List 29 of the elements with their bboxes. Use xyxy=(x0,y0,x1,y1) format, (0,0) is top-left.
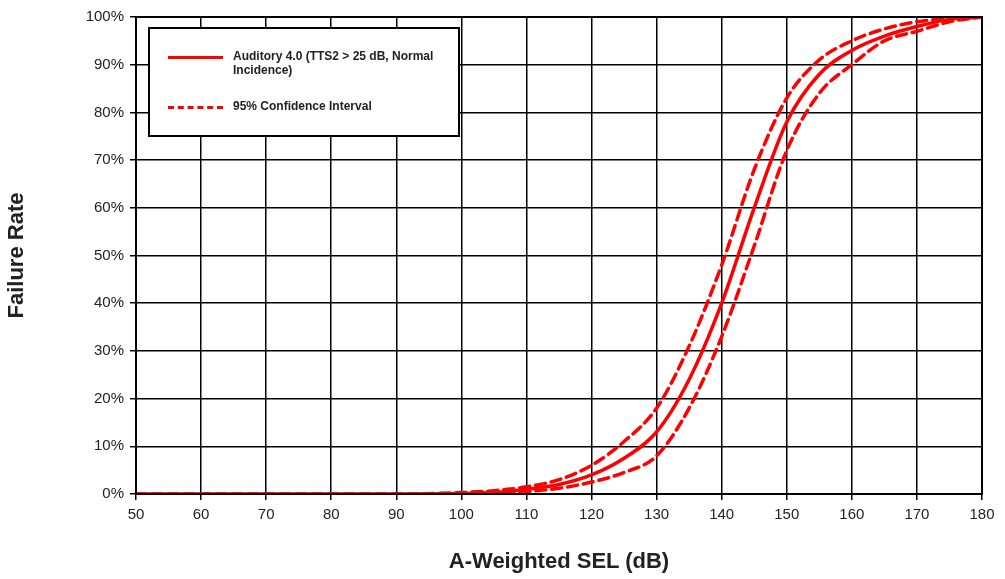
y-tick-label: 20% xyxy=(93,388,124,406)
y-tick-label: 100% xyxy=(85,7,124,25)
y-tick-label: 10% xyxy=(93,436,124,454)
x-tick-label: 110 xyxy=(514,505,539,523)
y-tick-label: 70% xyxy=(93,150,124,168)
x-tick-label: 170 xyxy=(904,505,930,523)
x-tick-label: 90 xyxy=(387,505,405,523)
x-tick-label: 100 xyxy=(448,505,474,523)
x-tick-label: 70 xyxy=(257,505,275,523)
x-tick-label: 50 xyxy=(127,505,145,523)
y-tick-label: 60% xyxy=(93,197,124,215)
legend-label: Auditory 4.0 (TTS2 > 25 dB, Normal Incidence) xyxy=(233,49,435,77)
x-tick-label: 160 xyxy=(839,505,865,523)
x-tick-label: 150 xyxy=(774,505,800,523)
y-tick-label: 30% xyxy=(93,341,124,359)
y-tick-label: 40% xyxy=(93,293,124,311)
legend-label: 95% Confidence Interval xyxy=(233,99,372,113)
y-tick-label: 50% xyxy=(93,245,124,263)
x-tick-label: 140 xyxy=(709,505,735,523)
x-tick-label: 120 xyxy=(579,505,605,523)
y-axis-title: Failure Rate xyxy=(3,192,29,319)
y-tick-label: 0% xyxy=(102,484,124,502)
x-tick-label: 80 xyxy=(322,505,340,523)
x-tick-label: 60 xyxy=(192,505,210,523)
y-tick-label: 90% xyxy=(93,54,124,72)
y-tick-label: 80% xyxy=(93,102,124,120)
x-axis-title: A-Weighted SEL (dB) xyxy=(448,547,670,573)
x-tick-label: 180 xyxy=(969,505,995,523)
x-tick-label: 130 xyxy=(644,505,670,523)
